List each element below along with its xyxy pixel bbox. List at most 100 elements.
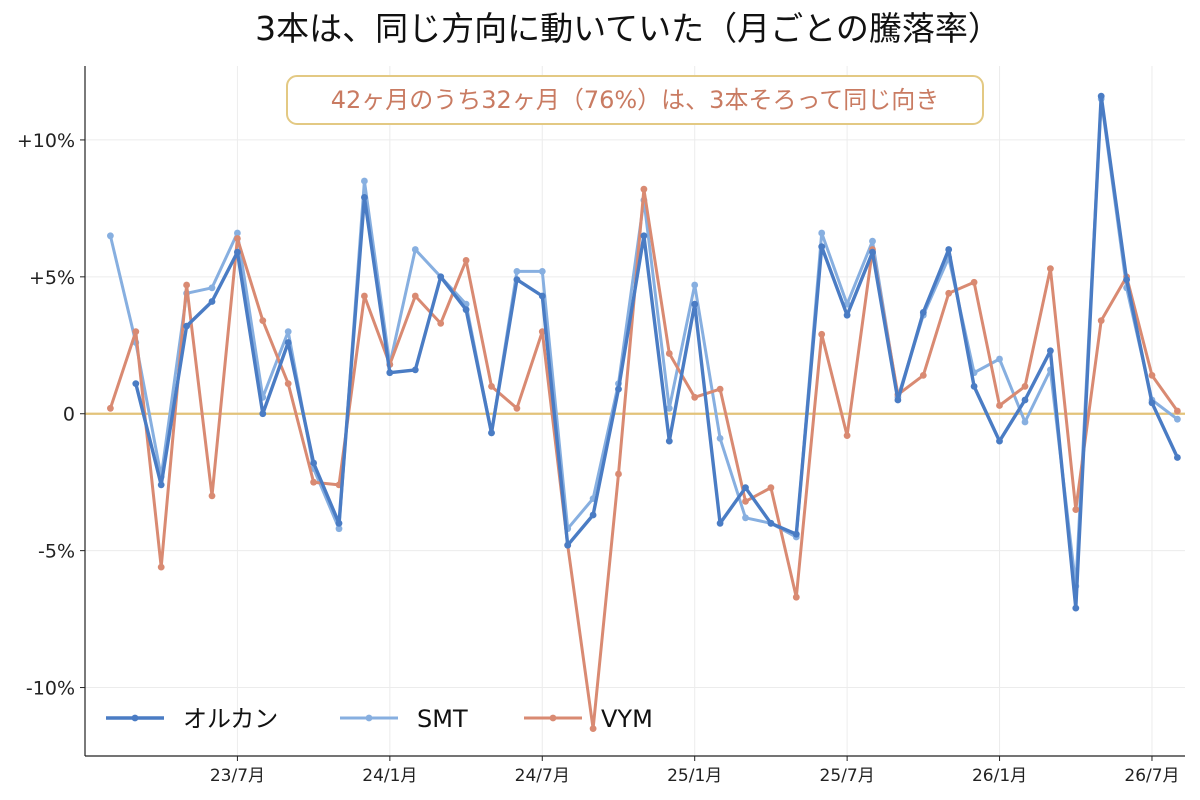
data-point [665,404,673,412]
legend-label: オルカン [183,705,278,733]
data-point [284,339,292,346]
data-point [513,268,521,275]
data-point [284,380,292,387]
annotation-frame [286,75,984,125]
data-point [1174,407,1181,415]
data-point [208,298,216,305]
series-1 [107,95,1181,590]
data-point [767,519,775,527]
data-point [1148,372,1156,379]
data-point [335,525,343,533]
data-point [1021,396,1029,404]
data-point [970,278,978,286]
x-tick-label: 24/1月 [362,766,417,786]
data-point [1097,317,1105,324]
data-point [234,248,241,256]
data-point [564,541,572,549]
data-point [132,380,140,387]
data-point [411,366,419,374]
data-point [538,328,546,335]
data-point [411,246,419,253]
data-point [488,429,495,437]
data-point [818,229,826,237]
data-point [919,309,927,316]
data-point [361,194,368,201]
y-tick-label: +10% [17,130,75,152]
data-point [767,484,775,492]
data-point [970,383,978,390]
data-point [589,725,597,732]
data-point [538,292,546,300]
y-tick-label: -5% [38,541,75,563]
data-point [1072,506,1080,513]
data-point [742,514,749,522]
data-point [310,478,317,486]
data-point [513,404,521,412]
data-point [107,404,114,412]
data-point [589,511,597,519]
data-point [183,322,191,330]
data-point [818,330,826,338]
x-tick-label: 25/1月 [667,766,722,786]
data-point [945,246,953,253]
data-point [107,232,114,240]
data-point [716,519,724,527]
data-point [208,492,216,500]
series-line [108,187,1179,731]
x-tick-label: 26/1月 [972,766,1027,786]
series-2 [107,185,1181,732]
legend-label: SMT [417,705,468,733]
data-point [513,276,521,283]
data-point [996,402,1003,409]
data-point [615,385,622,393]
data-point [843,432,851,439]
data-point [691,300,699,308]
chart-title: 3本は、同じ方向に動いていた（月ごとの騰落率） [255,9,1001,48]
data-point [1072,604,1080,612]
data-point [945,289,953,297]
data-point [361,177,368,185]
x-tick-label: 23/7月 [210,766,265,786]
data-point [234,229,241,237]
data-point [462,306,470,314]
x-tick-label: 25/7月 [820,766,875,786]
data-point [437,273,445,281]
data-point [615,470,622,478]
data-point [869,237,876,245]
legend-swatch-marker [549,714,557,722]
data-point [1148,399,1156,407]
data-point [716,435,724,442]
data-point [386,369,394,377]
legend-label: VYM [601,705,653,733]
data-point [1123,276,1130,283]
data-point [818,243,826,251]
axes: +10% +5% 0 -5% -10% 23/7月 24/1月 24/7月 25/1月 25/7月… [17,66,1185,786]
data-point [1047,265,1054,272]
data-point [411,292,419,300]
data-point [462,257,470,264]
data-point [742,484,749,492]
data-point [437,320,445,327]
data-point [157,563,165,571]
data-point [1021,383,1029,390]
data-point [335,519,343,527]
data-point [843,311,851,319]
data-point [1021,418,1029,426]
data-point [310,459,317,467]
data-point [665,350,673,357]
legend-entry: VYM [524,705,653,733]
x-tick-label: 24/7月 [515,766,570,786]
legend-entry: オルカン [106,705,278,733]
series-0 [132,92,1181,612]
data-point [157,481,165,489]
data-point [538,268,546,275]
y-tick-label: 0 [63,404,75,426]
data-point [1047,347,1054,355]
y-tick-label: -10% [26,678,75,700]
data-point [996,437,1003,445]
data-point [132,328,140,335]
data-point [919,372,927,379]
data-point [716,385,724,393]
legend: オルカン SMT VYM [106,705,653,733]
data-point [894,396,902,404]
